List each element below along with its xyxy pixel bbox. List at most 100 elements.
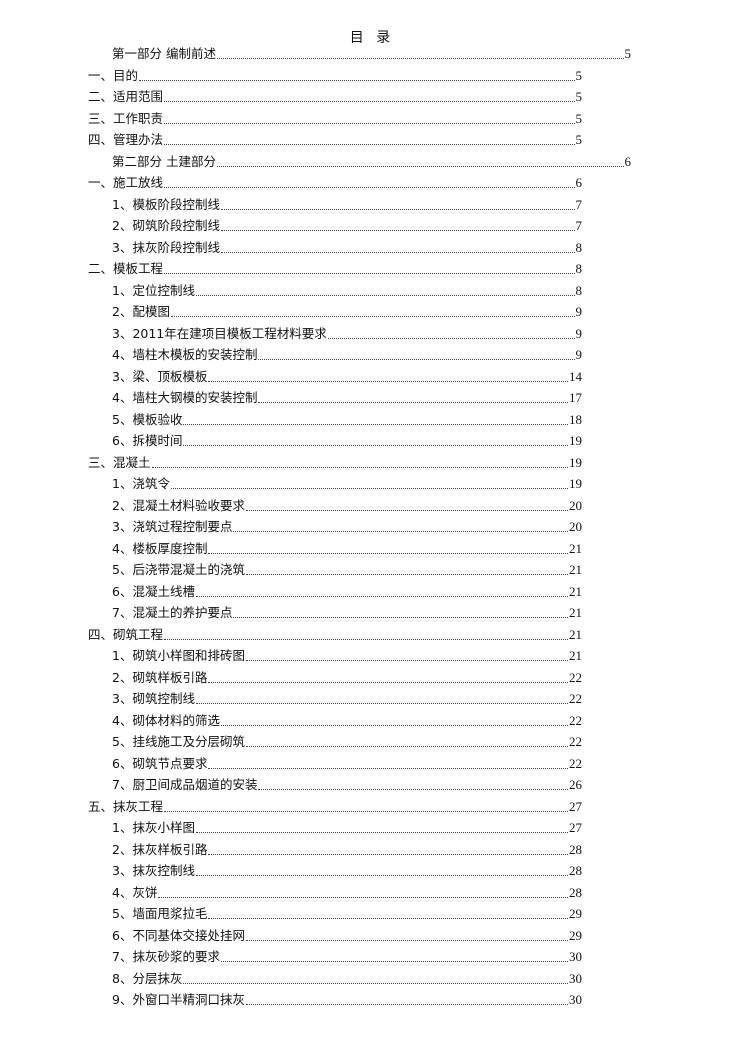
- toc-entry[interactable]: 1、定位控制线 8: [112, 282, 582, 300]
- toc-entry-text: 5、后浇带混凝土的浇筑: [112, 562, 245, 577]
- toc-entry-text: 7、抹灰砂浆的要求: [112, 949, 220, 964]
- dot-leader: [195, 831, 568, 833]
- dot-leader: [208, 552, 568, 554]
- toc-entry[interactable]: 1、抹灰小样图 27: [112, 819, 582, 837]
- toc-entry-page: 28: [569, 884, 582, 900]
- toc-entry-page: 21: [569, 605, 582, 620]
- toc-entry[interactable]: 3、梁、顶板模板 14: [112, 368, 582, 386]
- toc-entry[interactable]: 4、灰饼 28: [112, 884, 582, 902]
- toc-entry-text: 3、抹灰控制线: [112, 863, 195, 878]
- toc-entry[interactable]: 3、抹灰阶段控制线 8: [112, 239, 582, 257]
- dot-leader: [208, 853, 568, 855]
- toc-entry[interactable]: 3、浇筑过程控制要点 20: [112, 518, 582, 536]
- dot-leader: [216, 165, 624, 167]
- toc-entry[interactable]: 一、目的 5: [88, 67, 582, 85]
- toc-entry[interactable]: 2、混凝土材料验收要求 20: [112, 497, 582, 515]
- dot-leader: [327, 337, 575, 339]
- toc-entry[interactable]: 7、抹灰砂浆的要求 30: [112, 948, 582, 966]
- toc-entry[interactable]: 5、模板验收 18: [112, 411, 582, 429]
- dot-leader: [164, 638, 568, 640]
- toc-entry[interactable]: 9、外窗口半精洞口抹灰 30: [112, 991, 582, 1009]
- toc-entry-page: 14: [569, 368, 582, 384]
- toc-entry[interactable]: 四、砌筑工程 21: [88, 626, 582, 644]
- dot-leader: [258, 788, 568, 790]
- toc-entry[interactable]: 7、厨卫间成品烟道的安装 26: [112, 776, 582, 794]
- toc-entry-text: 5、墙面甩浆拉毛: [112, 906, 208, 921]
- toc-entry[interactable]: 三、工作职责 5: [88, 110, 582, 128]
- toc-entry-text: 3、浇筑过程控制要点: [112, 519, 233, 534]
- dot-leader: [139, 79, 575, 81]
- toc-entry[interactable]: 2、砌筑样板引路 22: [112, 669, 582, 687]
- toc-entry-text: 三、工作职责: [88, 110, 164, 126]
- toc-entry-text: 7、厨卫间成品烟道的安装: [112, 777, 258, 792]
- toc-entry-text: 4、楼板厚度控制: [112, 540, 208, 556]
- toc-entry[interactable]: 6、混凝土线槽 21: [112, 583, 582, 601]
- toc-entry[interactable]: 四、管理办法 5: [88, 131, 582, 149]
- toc-entry[interactable]: 5、挂线施工及分层砌筑 22: [112, 733, 582, 751]
- dot-leader: [233, 616, 568, 618]
- toc-entry[interactable]: 6、砌筑节点要求 22: [112, 755, 582, 773]
- toc-entry-text: 1、浇筑令: [112, 476, 170, 491]
- dot-leader: [245, 659, 568, 661]
- toc-entry[interactable]: 三、混凝土 19: [88, 454, 582, 472]
- dot-leader: [195, 595, 568, 597]
- toc-entry[interactable]: 2、抹灰样板引路 28: [112, 841, 582, 859]
- toc-entry[interactable]: 二、适用范围 5: [88, 88, 582, 106]
- toc-entry-text: 4、灰饼: [112, 884, 158, 900]
- toc-entry-text: 6、混凝土线槽: [112, 583, 195, 599]
- toc-entry-text: 一、施工放线: [88, 175, 164, 190]
- toc-entry[interactable]: 第一部分 编制前述 5: [112, 45, 631, 63]
- toc-entry[interactable]: 第二部分 土建部分 6: [112, 153, 631, 171]
- toc-entry-page: 18: [569, 411, 582, 427]
- dot-leader: [158, 896, 568, 898]
- toc-entry-text: 9、外窗口半精洞口抹灰: [112, 992, 245, 1007]
- toc-entry-page: 20: [569, 519, 582, 534]
- toc-entry[interactable]: 2、配模图 9: [112, 303, 582, 321]
- toc-entry[interactable]: 2、砌筑阶段控制线 7: [112, 217, 582, 235]
- dot-leader: [245, 745, 568, 747]
- toc-entry[interactable]: 1、砌筑小样图和排砖图 21: [112, 647, 582, 665]
- toc-entry[interactable]: 4、墙柱木模板的安装控制 9: [112, 346, 582, 364]
- toc-entry-text: 4、砌体材料的筛选: [112, 712, 220, 728]
- toc-entry-page: 8: [575, 282, 583, 298]
- toc-entry[interactable]: 4、砌体材料的筛选 22: [112, 712, 582, 730]
- toc-entry[interactable]: 8、分层抹灰 30: [112, 970, 582, 988]
- dot-leader: [195, 294, 575, 296]
- toc-entry[interactable]: 5、墙面甩浆拉毛 29: [112, 905, 582, 923]
- toc-entry-text: 第一部分 编制前述: [112, 46, 216, 61]
- toc-entry[interactable]: 1、模板阶段控制线 7: [112, 196, 582, 214]
- dot-leader: [220, 724, 568, 726]
- toc-entry-page: 9: [575, 304, 583, 319]
- dot-leader: [183, 444, 568, 446]
- toc-entry-text: 4、墙柱木模板的安装控制: [112, 347, 258, 362]
- toc-entry[interactable]: 6、不同基体交接处挂网 29: [112, 927, 582, 945]
- toc-entry-text: 3、砌筑控制线: [112, 691, 195, 706]
- toc-entry[interactable]: 3、2011年在建项目模板工程材料要求 9: [112, 325, 582, 343]
- toc-entry-page: 6: [624, 153, 632, 169]
- toc-entry[interactable]: 6、拆模时间 19: [112, 432, 582, 450]
- toc-title: 目 录: [349, 30, 395, 46]
- toc-entry-text: 3、抹灰阶段控制线: [112, 239, 220, 255]
- toc-entry-page: 26: [569, 777, 582, 792]
- dot-leader: [164, 143, 575, 145]
- toc-entry[interactable]: 4、墙柱大钢模的安装控制 17: [112, 389, 582, 407]
- toc-entry-page: 21: [569, 583, 582, 599]
- dot-leader: [245, 509, 568, 511]
- toc-entry-page: 27: [569, 798, 582, 814]
- toc-entry-page: 19: [569, 476, 582, 491]
- dot-leader: [170, 315, 575, 317]
- toc-entry-page: 6: [575, 175, 583, 190]
- toc-entry-page: 5: [624, 46, 632, 61]
- toc-entry[interactable]: 1、浇筑令 19: [112, 475, 582, 493]
- toc-entry[interactable]: 一、施工放线 6: [88, 174, 582, 192]
- toc-entry[interactable]: 4、楼板厚度控制 21: [112, 540, 582, 558]
- toc-entry[interactable]: 5、后浇带混凝土的浇筑 21: [112, 561, 582, 579]
- dot-leader: [151, 466, 568, 468]
- toc-entry[interactable]: 3、砌筑控制线 22: [112, 690, 582, 708]
- toc-entry[interactable]: 二、模板工程 8: [88, 260, 582, 278]
- toc-entry-text: 5、挂线施工及分层砌筑: [112, 734, 245, 749]
- toc-entry[interactable]: 3、抹灰控制线 28: [112, 862, 582, 880]
- toc-entry[interactable]: 五、抹灰工程 27: [88, 798, 582, 816]
- toc-entry[interactable]: 7、混凝土的养护要点 21: [112, 604, 582, 622]
- toc-entry-page: 9: [575, 347, 583, 362]
